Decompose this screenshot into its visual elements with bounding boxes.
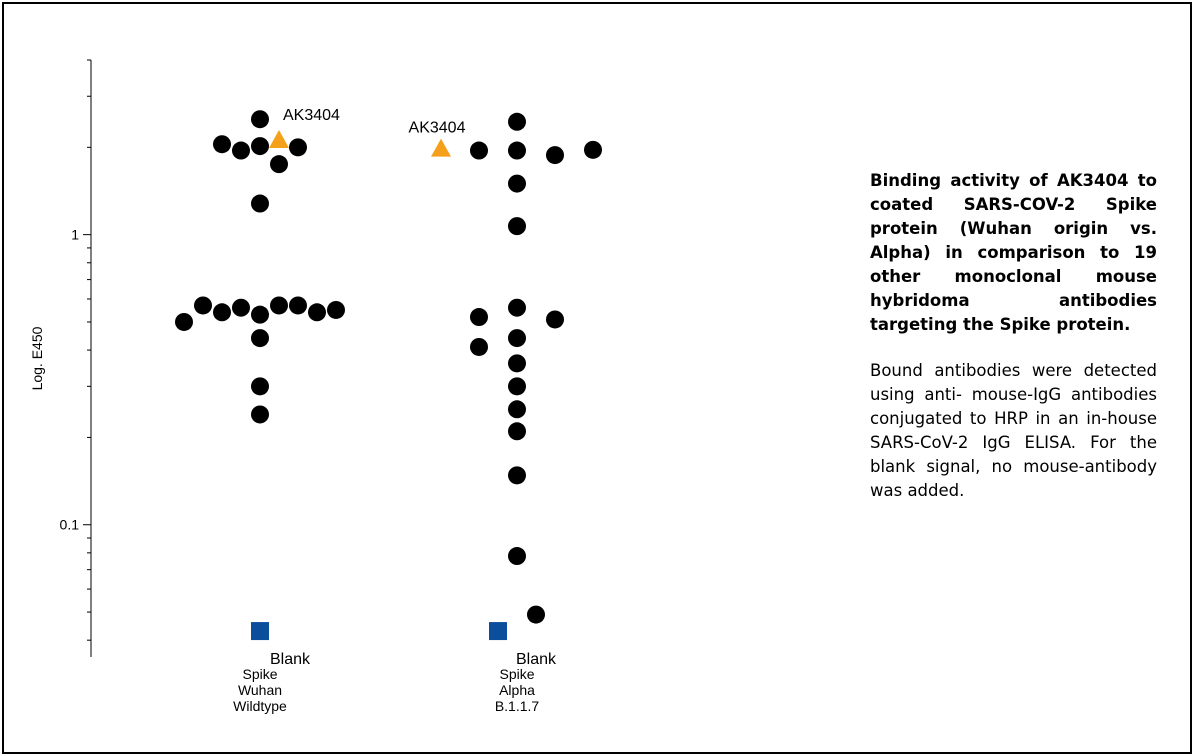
blank-label: Blank [270, 651, 311, 668]
data-point [327, 300, 345, 319]
data-point [508, 422, 526, 441]
y-tick-label: 1 [71, 227, 79, 243]
data-point [289, 296, 307, 315]
y-axis-label: Log. E450 [29, 326, 45, 390]
x-category-label: Wildtype [233, 698, 287, 714]
data-point [546, 310, 564, 329]
data-point [508, 354, 526, 373]
x-category-label: Spike [242, 666, 277, 682]
data-point [508, 112, 526, 131]
data-point [251, 194, 269, 213]
x-category-label: B.1.1.7 [495, 698, 540, 714]
data-point [251, 305, 269, 324]
data-point [470, 308, 488, 327]
data-point [251, 377, 269, 396]
data-point [232, 141, 250, 160]
data-point [508, 329, 526, 348]
data-point [508, 217, 526, 236]
data-point [270, 296, 288, 315]
data-point [251, 329, 269, 348]
data-point [251, 405, 269, 424]
data-point [251, 110, 269, 129]
data-point [527, 605, 545, 624]
highlight-label: AK3404 [283, 107, 340, 124]
data-point [175, 312, 193, 331]
data-point [508, 141, 526, 160]
data-point [508, 400, 526, 419]
data-point [232, 298, 250, 317]
data-point [546, 146, 564, 165]
data-point [508, 174, 526, 193]
data-point [584, 140, 602, 159]
data-point [194, 296, 212, 315]
data-point [308, 303, 326, 322]
data-point [289, 138, 307, 157]
blank-label: Blank [516, 651, 557, 668]
x-category-label: Wuhan [238, 682, 282, 698]
highlight-label: AK3404 [409, 120, 466, 137]
x-category-label: Spike [499, 666, 534, 682]
data-point [213, 303, 231, 322]
data-point [213, 135, 231, 154]
caption-title: Binding activity of AK3404 to coated SAR… [870, 171, 1157, 334]
data-point [470, 337, 488, 356]
x-category-label: Alpha [499, 682, 535, 698]
highlight-point [269, 129, 289, 148]
data-point [508, 466, 526, 485]
blank-point [489, 622, 507, 641]
data-point [508, 547, 526, 566]
y-tick-label: 0.1 [60, 517, 80, 533]
figure-caption: Binding activity of AK3404 to coated SAR… [870, 169, 1157, 503]
blank-point [251, 622, 269, 641]
data-point [251, 137, 269, 156]
data-point [508, 377, 526, 396]
data-point [470, 141, 488, 160]
data-point [508, 298, 526, 317]
data-point [270, 155, 288, 174]
caption-body: Bound antibodies were detected using ant… [870, 361, 1157, 500]
highlight-point [431, 138, 451, 157]
